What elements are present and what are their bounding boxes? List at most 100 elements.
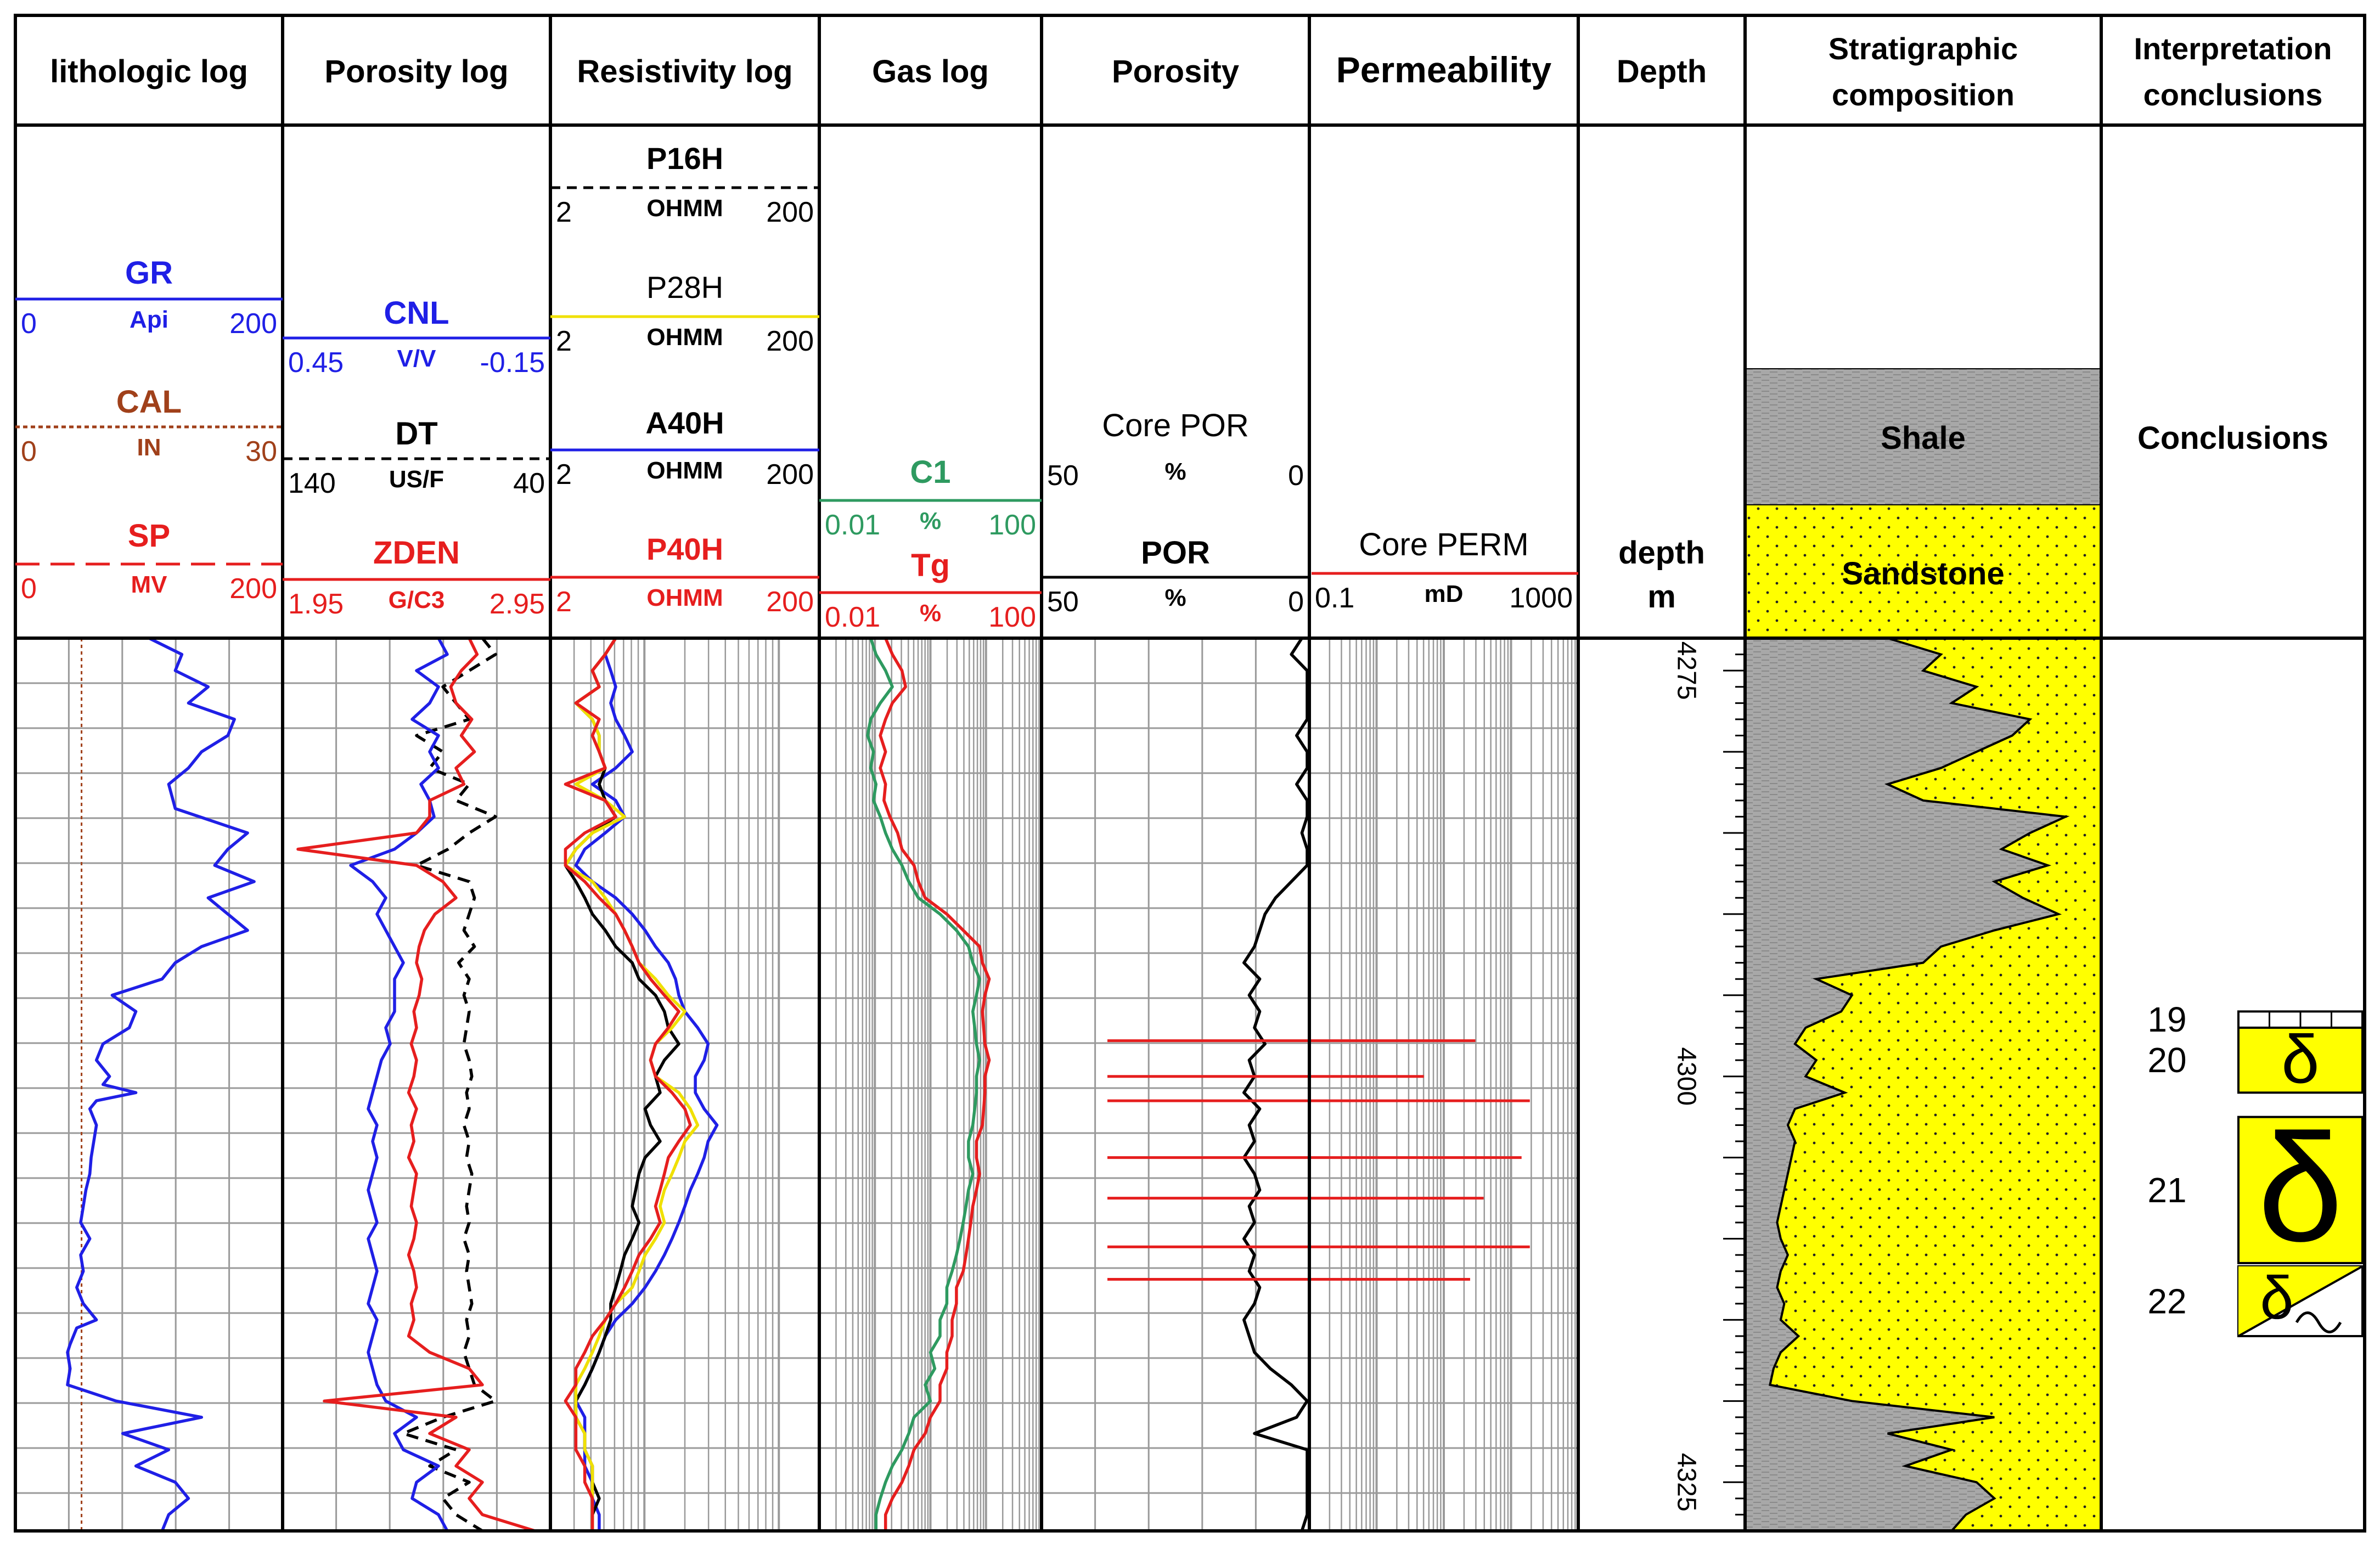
gas-delta-glyph: δ bbox=[2260, 1264, 2293, 1332]
legend-por-unit: % bbox=[1164, 584, 1186, 611]
legend-a40h-name: A40H bbox=[645, 405, 724, 440]
conclusion-label-19: 19 bbox=[2147, 1000, 2186, 1039]
shale-legend-box bbox=[1745, 368, 2102, 505]
legend-tg-name: Tg bbox=[911, 548, 950, 583]
legend-sp-unit: MV bbox=[131, 571, 168, 598]
header-8-line2: conclusions bbox=[2143, 77, 2323, 112]
legend-corepor-max: 0 bbox=[1288, 460, 1304, 492]
diagonal-divider bbox=[2238, 1265, 2363, 1337]
legend-coreperm-min: 0.1 bbox=[1315, 582, 1354, 614]
table-frame bbox=[14, 14, 2366, 1533]
track-grids bbox=[15, 638, 1578, 1531]
legend-c1-min: 0.01 bbox=[825, 509, 880, 541]
legend-p16h-name: P16H bbox=[646, 141, 723, 176]
legend-dt-unit: US/F bbox=[389, 466, 444, 493]
legend-gr-min: 0 bbox=[21, 308, 37, 340]
legend-p28h-unit: OHMM bbox=[646, 324, 723, 351]
legend-sp-name: SP bbox=[128, 518, 170, 554]
conclusion-symbol-gas bbox=[2237, 1026, 2364, 1094]
conclusion-label-22: 22 bbox=[2147, 1281, 2186, 1321]
curve-gr bbox=[66, 637, 256, 1532]
legend-tg-min: 0.01 bbox=[825, 601, 880, 633]
gas-delta-glyph: δ bbox=[2258, 1102, 2343, 1274]
legend-cal-name: CAL bbox=[116, 384, 182, 420]
legend-a40h-min: 2 bbox=[556, 459, 572, 491]
legend-corepor-min: 50 bbox=[1047, 460, 1079, 492]
legend-tg-max: 100 bbox=[988, 601, 1036, 633]
legend-zden-max: 2.95 bbox=[489, 588, 545, 620]
header-4: Porosity bbox=[1112, 54, 1239, 89]
legend-p28h-min: 2 bbox=[556, 325, 572, 357]
legend-cal-max: 30 bbox=[245, 436, 277, 467]
legend-p28h-max: 200 bbox=[766, 325, 814, 357]
legend-p40h-name: P40H bbox=[646, 532, 723, 566]
legend-a40h-unit: OHMM bbox=[646, 457, 723, 484]
depth-label-4300: 4300 bbox=[1672, 1047, 1701, 1106]
legend-por-min: 50 bbox=[1047, 586, 1079, 618]
legend-dt-name: DT bbox=[395, 416, 437, 452]
legend-cnl-max: -0.15 bbox=[480, 347, 545, 379]
curve-zden bbox=[296, 637, 536, 1533]
legend-p40h-unit: OHMM bbox=[646, 584, 723, 611]
legend-por-name: POR bbox=[1141, 535, 1210, 571]
legend-conclusions: Conclusions bbox=[2137, 420, 2328, 456]
legend-p16h-max: 200 bbox=[766, 196, 814, 228]
legend-coreperm-name: Core PERM bbox=[1359, 527, 1528, 562]
column-headers: lithologic log Porosity log Resistivity lo… bbox=[50, 31, 2332, 112]
conclusion-label-20: 20 bbox=[2147, 1040, 2186, 1080]
curve-cnl bbox=[349, 637, 449, 1532]
legend-gr-unit: Api bbox=[130, 306, 168, 333]
header-0: lithologic log bbox=[50, 54, 248, 89]
legend-dt-max: 40 bbox=[513, 467, 545, 499]
shale-legend-label: Shale bbox=[1881, 420, 1966, 456]
legend-coreperm-unit: mD bbox=[1425, 581, 1464, 607]
legend-corepor-unit: % bbox=[1164, 458, 1186, 485]
legend-tg-unit: % bbox=[920, 600, 941, 627]
legend-c1-unit: % bbox=[920, 508, 941, 534]
stratigraphic-column: Shale Sandstone bbox=[1745, 368, 2102, 1532]
legend-gr-max: 200 bbox=[229, 308, 277, 340]
curve-tg bbox=[879, 637, 991, 1531]
legend-depth-name: depth bbox=[1618, 535, 1705, 571]
conclusion-symbol-gas bbox=[2237, 1116, 2364, 1264]
depth-label-4275: 4275 bbox=[1672, 641, 1701, 700]
legend-cal-unit: IN bbox=[137, 434, 161, 461]
legend-p40h-min: 2 bbox=[556, 586, 572, 618]
legend-cal-min: 0 bbox=[21, 436, 37, 467]
legend-cnl-unit: V/V bbox=[397, 345, 437, 372]
outer-border bbox=[14, 14, 2366, 1533]
legend-gr-name: GR bbox=[125, 255, 173, 291]
header-6: Depth bbox=[1617, 54, 1707, 89]
header-7-line1: Stratigraphic bbox=[1828, 31, 2018, 66]
sandstone-fill-area bbox=[1769, 637, 2102, 1532]
legend-zden-unit: G/C3 bbox=[389, 587, 445, 613]
header-3: Gas log bbox=[872, 54, 989, 89]
header-8-line1: Interpretation bbox=[2134, 31, 2332, 66]
legend-depth-unit: m bbox=[1647, 579, 1676, 615]
conclusion-label-21: 21 bbox=[2147, 1170, 2186, 1210]
curve-por bbox=[1242, 637, 1309, 1531]
water-wave-icon bbox=[2295, 1311, 2342, 1333]
legend-a40h-max: 200 bbox=[766, 459, 814, 491]
header-7-line2: composition bbox=[1832, 77, 2015, 112]
legend-c1-max: 100 bbox=[988, 509, 1036, 541]
depth-track: 4275 4300 4325 bbox=[1672, 637, 1745, 1532]
legend-zden-min: 1.95 bbox=[288, 588, 344, 620]
gas-delta-glyph: δ bbox=[2281, 1022, 2319, 1097]
legend-sp-max: 200 bbox=[229, 573, 277, 605]
legend-por-max: 0 bbox=[1288, 586, 1304, 618]
legend-cnl-min: 0.45 bbox=[288, 347, 344, 379]
header-2: Resistivity log bbox=[577, 54, 792, 89]
legend-sp-min: 0 bbox=[21, 573, 37, 605]
header-5: Permeability bbox=[1336, 49, 1552, 90]
legend-zden-name: ZDEN bbox=[373, 535, 460, 571]
legend-p16h-min: 2 bbox=[556, 196, 572, 228]
legend-p28h-name: P28H bbox=[646, 270, 723, 305]
curve-dt bbox=[402, 637, 497, 1533]
depth-label-4325: 4325 bbox=[1672, 1453, 1701, 1512]
curve-p40h bbox=[564, 637, 692, 1531]
legend-coreperm-max: 1000 bbox=[1509, 582, 1573, 614]
